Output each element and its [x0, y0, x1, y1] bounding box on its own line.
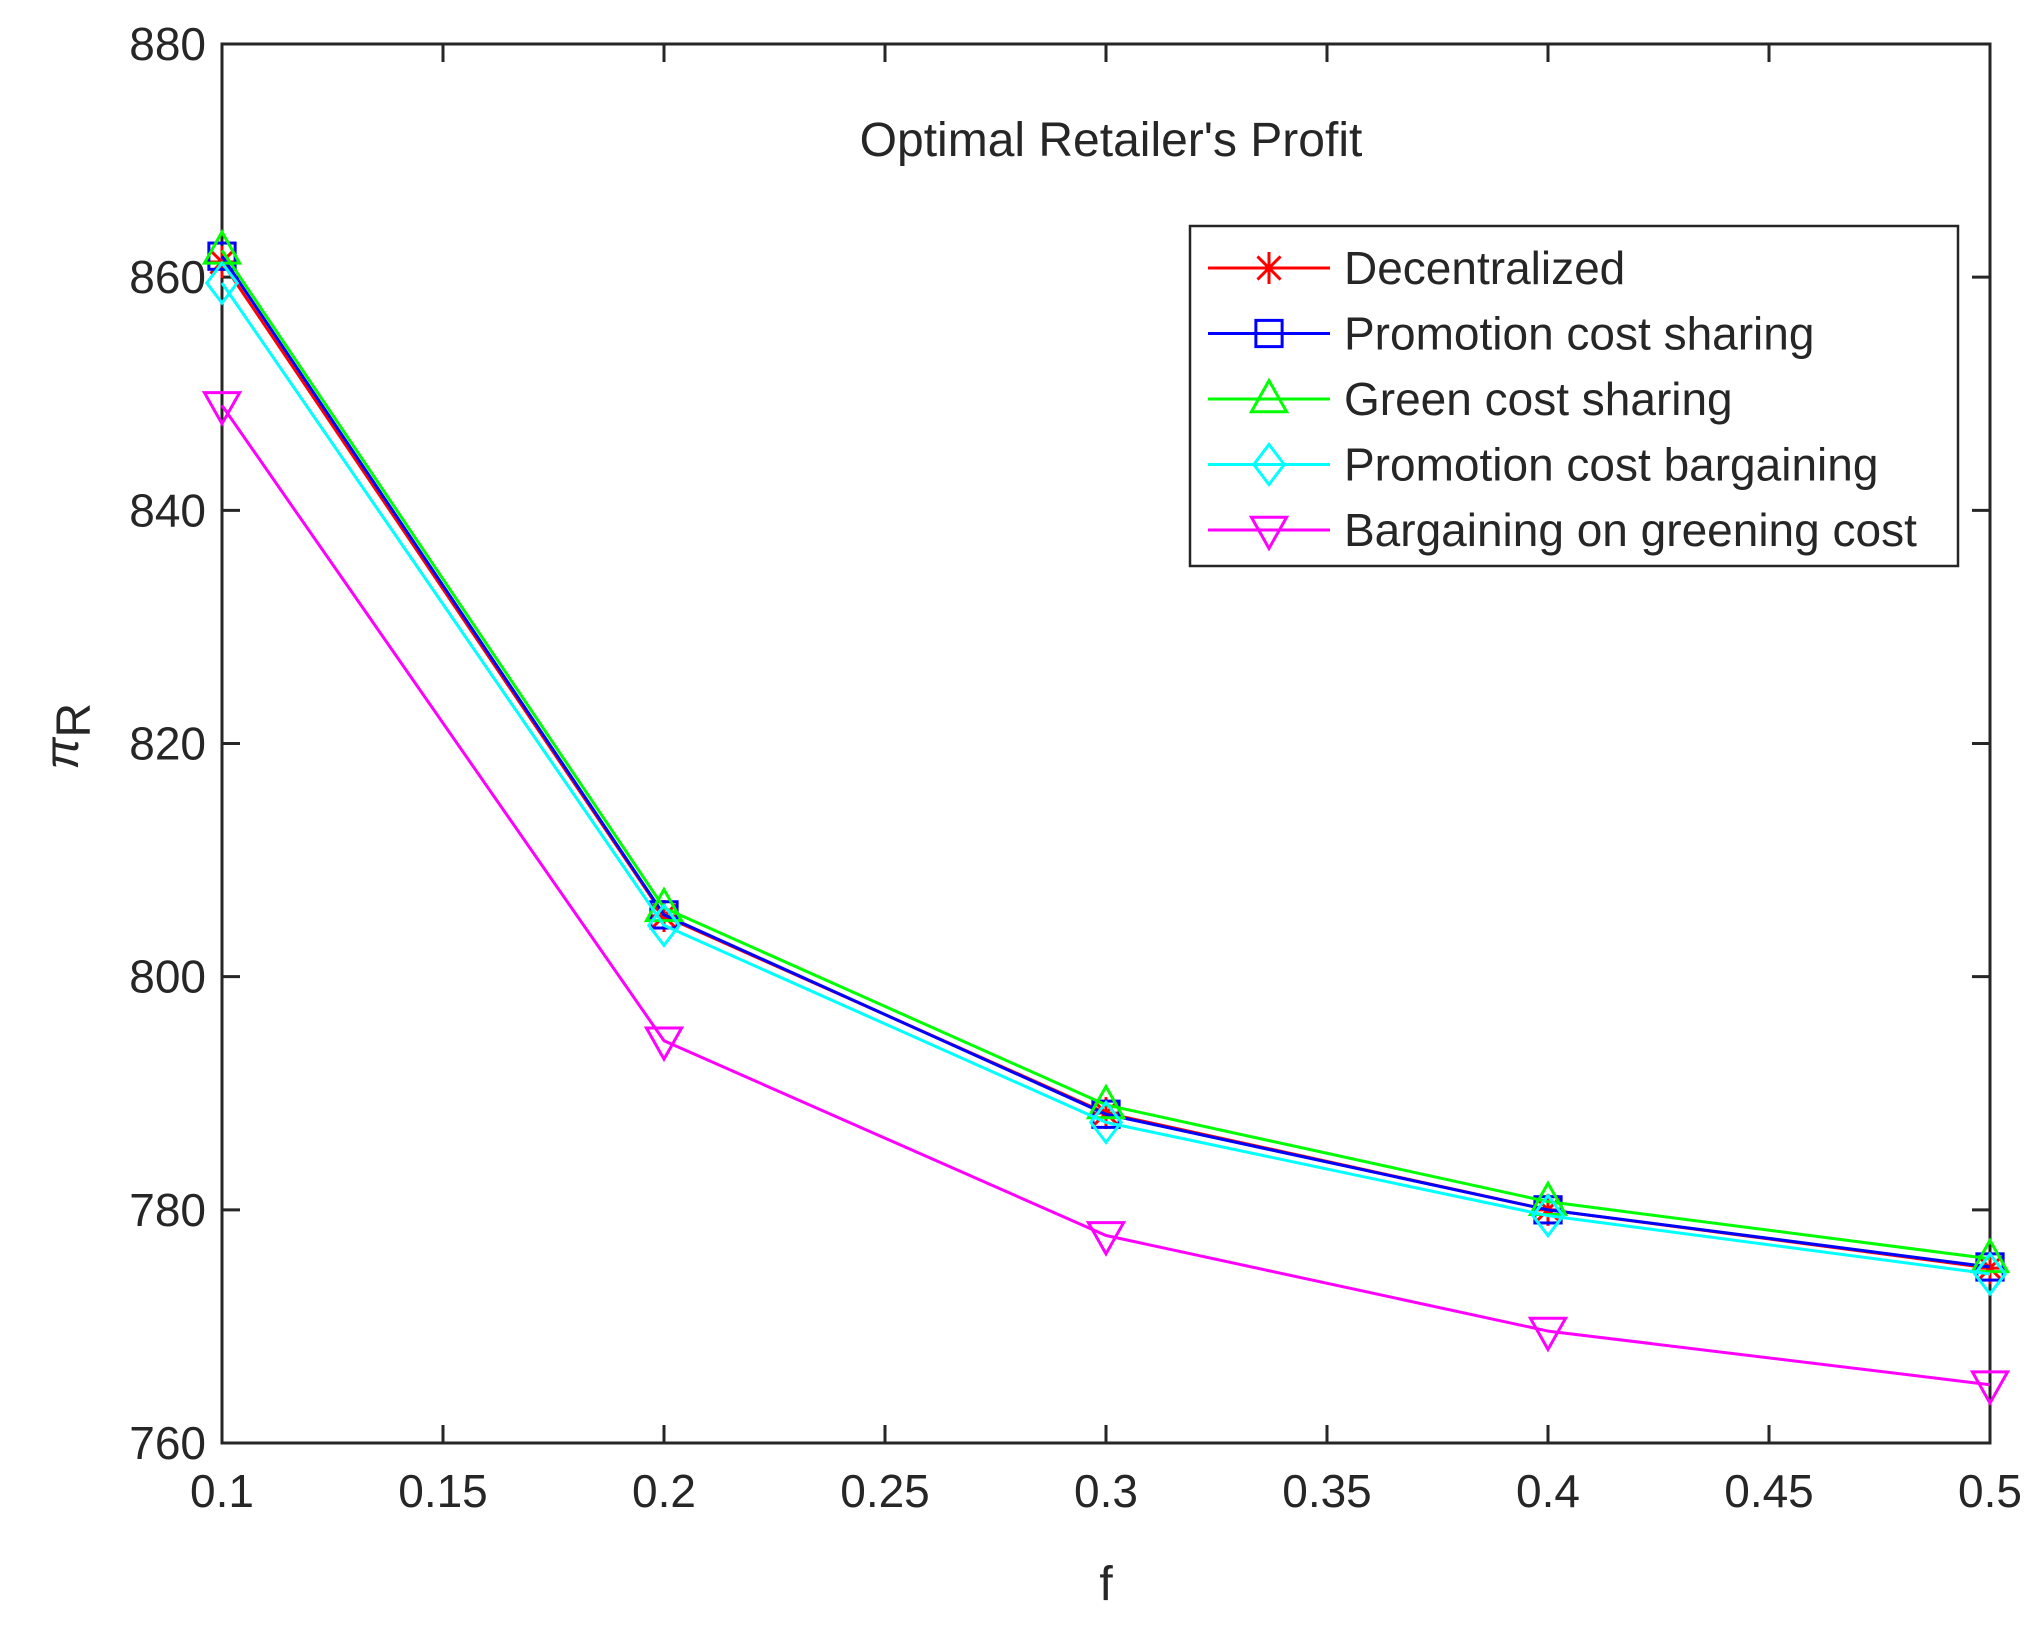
legend-box: [1188, 224, 1960, 568]
y-axis-label: π R: [36, 703, 101, 770]
y-tick-label: 860: [129, 251, 206, 303]
x-tick-label: 0.1: [190, 1465, 254, 1517]
legend-item: Promotion cost bargaining: [1208, 439, 1878, 491]
legend-label: Green cost sharing: [1344, 373, 1733, 425]
series-line: [220, 404, 1991, 1387]
y-axis: 760 780 800 820 840 860 880: [129, 18, 1990, 1469]
x-axis-label: f: [1099, 1558, 1113, 1611]
legend: Decentralized Promotion cost sharing Green…: [1188, 224, 1960, 568]
marker-diamond: [1088, 1099, 1124, 1145]
marker-triangle-down: [1527, 1316, 1569, 1353]
y-tick-label: 760: [129, 1417, 206, 1469]
x-tick-label: 0.3: [1074, 1465, 1138, 1517]
legend-label: Decentralized: [1344, 242, 1625, 294]
marker-diamond: [646, 902, 682, 948]
marker-triangle-up: [1969, 1237, 2011, 1274]
marker-triangle-up: [1085, 1083, 1127, 1120]
series-promotion-cost-bargaining: [204, 260, 2008, 1297]
x-tick-label: 0.2: [632, 1465, 696, 1517]
series-line: [220, 282, 1991, 1276]
y-axis-label-subscript: R: [48, 703, 101, 738]
legend-item: Green cost sharing: [1208, 373, 1733, 425]
marker-diamond: [1972, 1251, 2008, 1297]
x-tick-label: 0.15: [398, 1465, 488, 1517]
series-line: [220, 255, 1991, 1269]
marker-diamond: [1530, 1193, 1566, 1239]
y-axis-label-symbol: π: [36, 737, 89, 770]
marker-triangle-up: [1248, 377, 1290, 414]
series-layer: [201, 228, 2011, 1407]
legend-label: Promotion cost bargaining: [1344, 439, 1878, 491]
x-tick-label: 0.25: [840, 1465, 930, 1517]
marker-triangle-down: [1248, 515, 1290, 552]
marker-triangle-down: [643, 1026, 685, 1063]
y-tick-label: 840: [129, 484, 206, 536]
marker-triangle-down: [1085, 1221, 1127, 1257]
y-tick-label: 820: [129, 718, 206, 770]
x-tick-label: 0.5: [1958, 1465, 2022, 1517]
marker-triangle-down: [201, 391, 243, 427]
y-tick-label: 800: [129, 951, 206, 1003]
legend-label: Bargaining on greening cost: [1344, 504, 1917, 556]
legend-item: Decentralized: [1208, 242, 1625, 294]
x-tick-label: 0.45: [1724, 1465, 1814, 1517]
series-bargaining-on-greening-cost: [201, 391, 2011, 1407]
x-axis: 0.1 0.15 0.2 0.25 0.3 0.35 0.4 0.45 0.5: [190, 44, 2022, 1517]
y-tick-label: 780: [129, 1184, 206, 1236]
y-tick-label: 880: [129, 18, 206, 70]
series-line: [220, 249, 1991, 1261]
marker-diamond: [1251, 442, 1287, 487]
marker-diamond: [204, 260, 240, 306]
chart-title: Optimal Retailer's Profit: [860, 114, 1363, 167]
marker-triangle-down: [1969, 1370, 2011, 1407]
x-tick-label: 0.4: [1516, 1465, 1580, 1517]
marker-asterisk: [1253, 252, 1285, 284]
x-tick-label: 0.35: [1282, 1465, 1372, 1517]
series-green-cost-sharing: [201, 228, 2011, 1274]
legend-item: Bargaining on greening cost: [1208, 504, 1917, 556]
marker-square: [1254, 318, 1284, 349]
marker-triangle-up: [643, 886, 685, 923]
legend-label: Promotion cost sharing: [1344, 308, 1814, 360]
legend-item: Promotion cost sharing: [1208, 308, 1814, 360]
